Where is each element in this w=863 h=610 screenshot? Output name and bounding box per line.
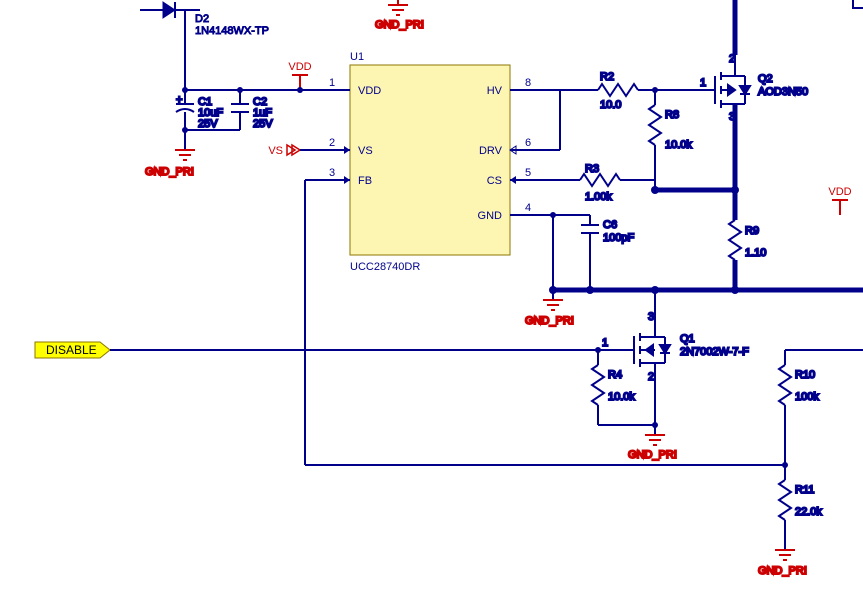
svg-text:DISABLE: DISABLE <box>46 343 97 357</box>
svg-text:CS: CS <box>487 175 502 187</box>
svg-text:GND_PRI: GND_PRI <box>525 315 574 327</box>
gnd-top: GND_PRI <box>375 0 424 31</box>
svg-text:1: 1 <box>700 77 706 89</box>
svg-text:25V: 25V <box>198 118 218 130</box>
res-r11: R11 22.0k <box>779 480 822 520</box>
junction <box>297 87 303 93</box>
svg-text:GND_PRI: GND_PRI <box>628 449 677 461</box>
svg-text:VDD: VDD <box>358 85 381 97</box>
svg-text:R2: R2 <box>600 71 614 83</box>
mosfet-q2: 1 2 3 Q2 AOD3N50 <box>700 53 808 125</box>
svg-text:25V: 25V <box>253 118 273 130</box>
res-r8: R8 10.0k <box>649 105 692 151</box>
svg-text:10.0: 10.0 <box>600 99 621 111</box>
gnd-q1: GND_PRI <box>628 435 677 461</box>
res-r3: R3 1.00k <box>580 163 620 203</box>
svg-text:HV: HV <box>487 85 503 97</box>
svg-text:VDD: VDD <box>288 61 311 73</box>
svg-text:GND_PRI: GND_PRI <box>375 19 424 31</box>
svg-text:6: 6 <box>525 137 531 149</box>
cap-c2: C2 1uF 25V <box>231 90 273 130</box>
svg-text:1: 1 <box>329 77 335 89</box>
schematic-canvas: U1 UCC28740DR 1 VDD 2 VS 3 FB 8 HV <box>0 0 863 610</box>
net-vdd-right: VDD <box>828 186 851 215</box>
junction <box>731 286 739 294</box>
svg-text:VS: VS <box>268 145 283 157</box>
svg-text:VS: VS <box>358 145 373 157</box>
svg-text:10.0k: 10.0k <box>608 391 635 403</box>
svg-text:Q2: Q2 <box>758 73 773 85</box>
res-r10: R10 100k <box>779 365 819 405</box>
svg-text:4: 4 <box>525 202 531 214</box>
svg-text:22.0k: 22.0k <box>795 506 822 518</box>
ic-u1: U1 UCC28740DR 1 VDD 2 VS 3 FB 8 HV <box>320 51 540 273</box>
svg-text:1N4148WX-TP: 1N4148WX-TP <box>195 25 269 37</box>
net-vdd-top: VDD <box>288 61 311 90</box>
gnd-caps: GND_PRI <box>145 150 195 178</box>
svg-text:Q1: Q1 <box>680 333 695 345</box>
svg-text:8: 8 <box>525 77 531 89</box>
svg-text:100k: 100k <box>795 391 819 403</box>
svg-text:GND_PRI: GND_PRI <box>145 166 194 178</box>
svg-text:5: 5 <box>525 167 531 179</box>
res-r9: R9 1.10 <box>729 220 766 260</box>
cap-c6: C6 100pF <box>581 219 634 290</box>
svg-text:R3: R3 <box>585 163 599 175</box>
net-vs: VS <box>268 145 320 157</box>
svg-text:DRV: DRV <box>479 145 503 157</box>
svg-text:3: 3 <box>648 311 654 323</box>
svg-text:FB: FB <box>358 175 372 187</box>
junction <box>550 212 556 218</box>
svg-text:R9: R9 <box>745 225 759 237</box>
svg-text:AOD3N50: AOD3N50 <box>758 86 808 98</box>
gnd-u1: GND_PRI <box>525 300 574 327</box>
svg-text:R8: R8 <box>665 109 679 121</box>
gnd-r11: GND_PRI <box>758 550 807 577</box>
svg-text:GND_PRI: GND_PRI <box>758 565 807 577</box>
u1-part: UCC28740DR <box>350 261 420 273</box>
svg-text:2: 2 <box>648 371 654 383</box>
svg-text:3: 3 <box>329 167 335 179</box>
svg-text:R11: R11 <box>795 484 814 496</box>
u1-ref: U1 <box>350 51 364 63</box>
svg-text:1.00k: 1.00k <box>585 191 612 203</box>
cap-c1: + C1 10uF 25V <box>176 90 223 130</box>
svg-text:GND: GND <box>478 210 503 222</box>
port-disable[interactable]: DISABLE <box>35 342 110 358</box>
svg-text:2: 2 <box>329 137 335 149</box>
res-r2: R2 10.0 <box>590 71 655 111</box>
svg-text:R4: R4 <box>608 369 622 381</box>
svg-text:R10: R10 <box>795 369 815 381</box>
svg-text:D2: D2 <box>195 13 209 25</box>
svg-text:1: 1 <box>602 337 608 349</box>
svg-text:2N7002W-7-F: 2N7002W-7-F <box>680 346 749 358</box>
junction <box>182 127 188 133</box>
svg-text:10.0k: 10.0k <box>665 139 692 151</box>
svg-text:1.10: 1.10 <box>745 247 766 259</box>
diode-d2: D2 1N4148WX-TP <box>140 2 269 37</box>
res-r4: R4 10.0k <box>592 365 635 405</box>
svg-text:VDD: VDD <box>828 186 851 198</box>
junction <box>652 422 658 428</box>
partial <box>853 0 863 8</box>
svg-text:+: + <box>176 94 182 106</box>
svg-text:C6: C6 <box>603 219 617 231</box>
svg-text:100pF: 100pF <box>603 232 634 244</box>
